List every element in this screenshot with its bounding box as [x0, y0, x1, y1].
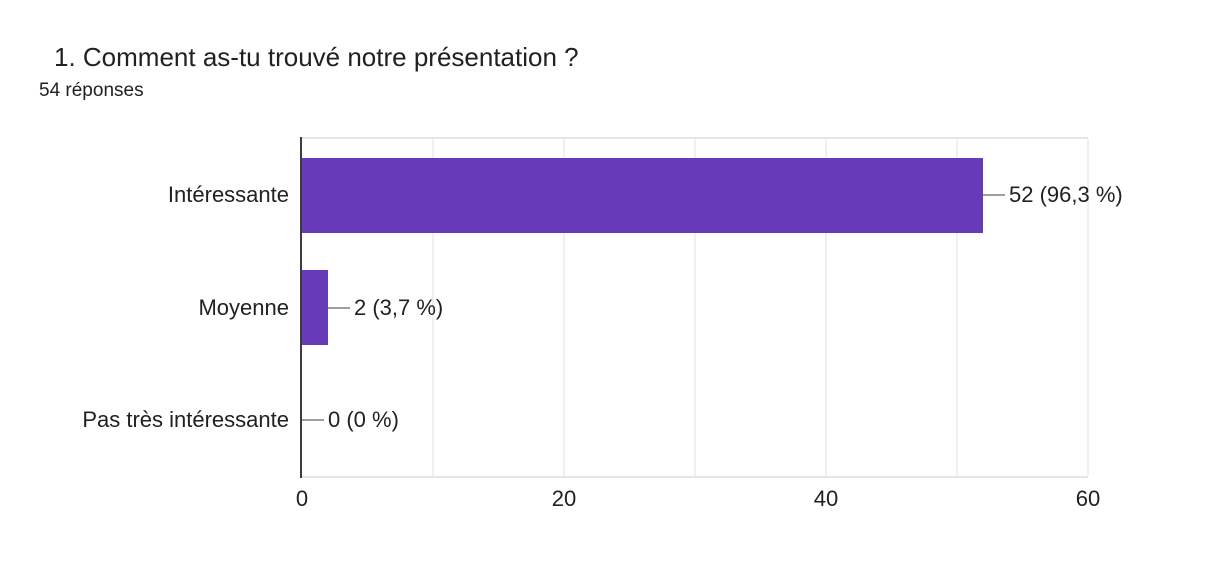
- value-connector-line: [983, 194, 1005, 196]
- category-label: Moyenne: [198, 295, 289, 320]
- x-axis-tick-label: 20: [551, 486, 577, 511]
- question-title: 1. Comment as-tu trouvé notre présentati…: [54, 42, 579, 72]
- plot-border-top: [302, 137, 1088, 139]
- x-axis-tick-label: 60: [1075, 486, 1101, 511]
- response-count: 54 réponses: [39, 80, 144, 101]
- bar: [302, 270, 328, 345]
- gridline: [956, 139, 958, 476]
- gridline: [825, 139, 827, 476]
- value-label: 2 (3,7 %): [354, 295, 444, 320]
- category-label: Pas très intéressante: [82, 407, 289, 432]
- gridline: [694, 139, 696, 476]
- bar: [302, 158, 983, 233]
- value-connector-line: [328, 307, 350, 309]
- gridline: [432, 139, 434, 476]
- value-label: 52 (96,3 %): [1009, 182, 1123, 207]
- gridline: [563, 139, 565, 476]
- x-axis-tick-label: 40: [813, 486, 839, 511]
- value-label: 0 (0 %): [328, 407, 399, 432]
- x-axis-tick-label: 0: [295, 486, 309, 511]
- plot-border-bottom: [302, 476, 1088, 478]
- category-label: Intéressante: [167, 182, 289, 207]
- gridline: [1087, 139, 1089, 476]
- y-axis-line: [300, 137, 302, 478]
- value-connector-line: [302, 419, 324, 421]
